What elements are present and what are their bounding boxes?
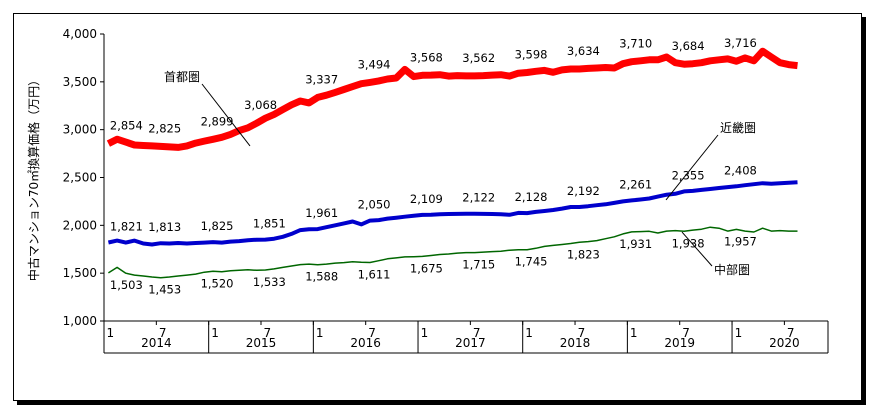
data-label: 3,068 <box>244 98 277 112</box>
y-tick-label: 2,500 <box>63 171 97 185</box>
y-tick-label: 3,000 <box>63 123 97 137</box>
series-name-label: 首都圏 <box>164 70 200 84</box>
data-label: 3,634 <box>567 44 600 58</box>
data-label: 1,715 <box>462 258 495 272</box>
x-month-label: 1 <box>630 326 638 340</box>
data-label: 1,825 <box>201 219 234 233</box>
data-label: 1,931 <box>619 237 652 251</box>
series-line-shutoken <box>106 47 798 151</box>
y-ticks: 1,000 1,500 2,000 2,500 3,000 3,500 4,000 <box>63 27 104 328</box>
x-month-label: 1 <box>211 326 219 340</box>
data-label: 3,716 <box>724 36 757 50</box>
data-label: 1,611 <box>358 268 391 282</box>
data-label: 1,823 <box>567 247 600 261</box>
data-label: 1,957 <box>724 234 757 248</box>
data-label: 1,821 <box>110 219 143 233</box>
series-leader-line <box>665 134 719 201</box>
data-label: 3,568 <box>410 50 443 64</box>
x-month-label: 7 <box>264 326 272 340</box>
data-label: 1,675 <box>410 261 443 275</box>
x-year-label: 2014 <box>141 336 172 350</box>
data-label: 2,854 <box>110 119 143 133</box>
y-axis-label: 中古マンション70㎡換算価格（万円） <box>26 74 41 281</box>
data-label: 3,562 <box>462 51 495 65</box>
x-month-label: 1 <box>316 326 324 340</box>
x-year-label: 2020 <box>769 336 800 350</box>
data-label: 3,710 <box>619 37 652 51</box>
x-year-label: 2016 <box>350 336 381 350</box>
x-month-label: 7 <box>682 326 690 340</box>
x-month-label: 1 <box>525 326 533 340</box>
x-month-label: 1 <box>421 326 429 340</box>
axes <box>103 34 829 354</box>
x-month-label: 7 <box>787 326 795 340</box>
data-label: 1,520 <box>201 276 234 290</box>
y-tick-label: 1,500 <box>63 266 97 280</box>
x-year-label: 2015 <box>246 336 277 350</box>
y-tick-label: 1,000 <box>63 314 97 328</box>
data-label: 2,408 <box>724 163 757 177</box>
data-label: 1,851 <box>253 217 286 231</box>
series-line-kinki <box>107 180 798 247</box>
x-month-label: 7 <box>368 326 376 340</box>
data-label: 3,494 <box>358 57 391 71</box>
data-label: 1,813 <box>148 220 181 234</box>
data-label: 1,938 <box>672 236 705 250</box>
series-line-chubu <box>107 226 798 279</box>
x-month-label: 1 <box>735 326 743 340</box>
data-label: 1,453 <box>148 283 181 297</box>
x-year-label: 2019 <box>664 336 695 350</box>
data-label: 2,355 <box>672 168 705 182</box>
y-tick-label: 4,000 <box>63 27 97 41</box>
data-label: 1,503 <box>110 278 143 292</box>
x-month-label: 1 <box>107 326 115 340</box>
data-label: 2,261 <box>619 177 652 191</box>
data-label: 1,588 <box>305 270 338 284</box>
data-label: 2,825 <box>148 121 181 135</box>
series-name-label: 中部圏 <box>714 262 750 277</box>
data-label: 1,745 <box>515 255 548 269</box>
line-chart: 1,000 1,500 2,000 2,500 3,000 3,500 4,000 1 7 1 7… <box>26 27 829 354</box>
data-label: 2,899 <box>201 114 234 128</box>
data-label: 3,598 <box>515 47 548 61</box>
series-name-label: 近畿圏 <box>720 121 756 135</box>
x-month-label: 7 <box>473 326 481 340</box>
data-label: 1,533 <box>253 275 286 289</box>
x-month-label: 7 <box>159 326 167 340</box>
series-leader-line <box>681 231 713 267</box>
data-label: 2,050 <box>358 198 391 212</box>
data-label: 3,684 <box>672 39 705 53</box>
x-year-label: 2017 <box>455 336 486 350</box>
data-label: 2,109 <box>410 192 443 206</box>
y-tick-label: 3,500 <box>63 75 97 89</box>
x-year-label: 2018 <box>560 336 591 350</box>
chart-frame: 1,000 1,500 2,000 2,500 3,000 3,500 4,000 1 7 1 7… <box>13 13 862 401</box>
series-lines <box>106 47 798 279</box>
data-labels: 2,854 2,825 2,899 3,068 3,337 3,494 3,568 3,562… <box>110 36 757 296</box>
data-label: 3,337 <box>305 72 338 86</box>
data-label: 1,961 <box>305 206 338 220</box>
data-label: 2,192 <box>567 184 600 198</box>
x-month-label: 7 <box>578 326 586 340</box>
data-label: 2,128 <box>515 190 548 204</box>
series-leader-line <box>201 83 251 147</box>
y-tick-label: 2,000 <box>63 218 97 232</box>
data-label: 2,122 <box>462 191 495 205</box>
